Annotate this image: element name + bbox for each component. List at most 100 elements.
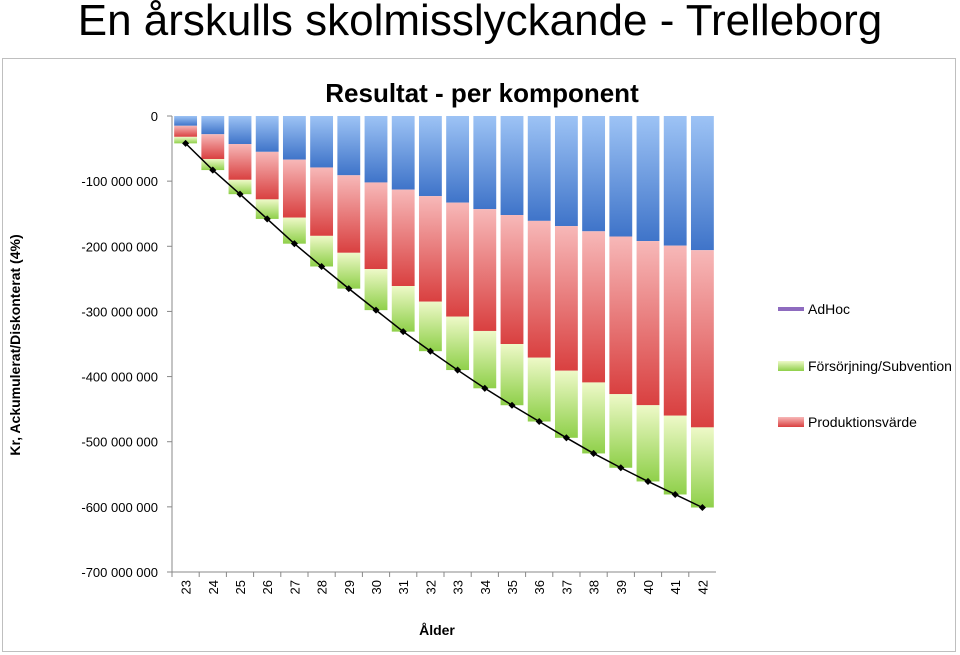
- y-tick-labels: 0 -100 000 000 -200 000 000 -300 000 000 -40…: [81, 109, 158, 580]
- bar-segment-forsorjning: [228, 179, 252, 195]
- total-line-marker: [590, 449, 598, 457]
- y-tick-label: -700 000 000: [81, 565, 158, 580]
- total-line-marker: [182, 139, 190, 147]
- y-axis-title: Kr, Ackumulerat/Diskonterat (4%): [7, 234, 23, 455]
- legend-label: Produktionsvärde: [808, 414, 917, 430]
- bar-segment-produktionsvarde: [446, 202, 470, 317]
- bar-segment-produktionsvarde: [310, 167, 334, 236]
- bar-segment-produktionsvarde: [228, 144, 252, 180]
- total-line-marker: [508, 401, 516, 409]
- bar-segment-unlabeled: [636, 116, 660, 242]
- bar-segment-unlabeled: [554, 116, 578, 227]
- bar-segment-unlabeled: [282, 116, 306, 160]
- bar-segment-produktionsvarde: [690, 250, 714, 428]
- bar-segment-forsorjning: [310, 235, 334, 267]
- x-tick-label: 38: [587, 580, 602, 594]
- total-line-marker: [562, 434, 570, 442]
- x-tick-label: 35: [505, 580, 520, 594]
- bar-segment-forsorjning: [582, 382, 606, 454]
- bar-segment-produktionsvarde: [418, 196, 442, 302]
- x-tick-label: 39: [614, 580, 629, 594]
- bar-segment-produktionsvarde: [473, 209, 497, 331]
- bar-segment-forsorjning: [609, 394, 633, 468]
- total-line-marker: [236, 190, 244, 198]
- x-tick-label: 33: [451, 580, 466, 594]
- y-tick-label: -300 000 000: [81, 304, 158, 319]
- bar-segment-unlabeled: [364, 116, 388, 183]
- total-line-marker: [481, 384, 489, 392]
- total-line-marker: [671, 490, 679, 499]
- y-tick-label: -500 000 000: [81, 435, 158, 450]
- x-axis-title: Ålder: [419, 622, 455, 638]
- x-tick-label: 34: [478, 580, 493, 594]
- total-line-marker: [426, 347, 434, 355]
- bars: [174, 116, 714, 508]
- bar-segment-produktionsvarde: [663, 245, 687, 416]
- x-tick-label: 26: [260, 580, 275, 594]
- legend-swatch: [778, 307, 804, 311]
- bar-segment-forsorjning: [663, 415, 687, 495]
- legend-swatch: [778, 361, 804, 371]
- total-line-marker: [399, 328, 407, 336]
- bar-segment-forsorjning: [282, 217, 306, 244]
- bar-segment-unlabeled: [174, 116, 198, 126]
- bar-segment-unlabeled: [527, 116, 551, 221]
- bar-segment-unlabeled: [391, 116, 415, 190]
- bar-segment-forsorjning: [337, 252, 361, 289]
- bar-segment-produktionsvarde: [636, 241, 660, 406]
- total-line-marker: [345, 285, 353, 293]
- total-line: [182, 139, 706, 512]
- bar-segment-unlabeled: [418, 116, 442, 197]
- legend-swatch: [778, 417, 804, 427]
- bar-segment-forsorjning: [527, 357, 551, 422]
- bar-segment-unlabeled: [255, 116, 279, 152]
- legend-label: Försörjning/Subvention: [808, 358, 952, 374]
- x-tick-label: 42: [695, 580, 710, 594]
- x-tick-label: 40: [641, 580, 656, 594]
- bar-segment-forsorjning: [201, 158, 225, 171]
- x-tick-label: 27: [287, 580, 302, 594]
- x-tick-label: 25: [233, 580, 248, 594]
- bar-segment-produktionsvarde: [201, 134, 225, 159]
- bar-segment-produktionsvarde: [255, 151, 279, 200]
- x-tick-label: 31: [396, 580, 411, 594]
- bar-segment-unlabeled: [228, 116, 252, 145]
- total-line-marker: [698, 503, 706, 512]
- x-tick-label: 41: [668, 580, 683, 594]
- bar-segment-unlabeled: [310, 116, 334, 168]
- x-tick-label: 36: [532, 580, 547, 594]
- x-tick-label: 23: [179, 580, 194, 594]
- y-tick-label: -600 000 000: [81, 500, 158, 515]
- y-tick-label: -200 000 000: [81, 239, 158, 254]
- bar-segment-produktionsvarde: [174, 125, 198, 137]
- legend-label: AdHoc: [808, 301, 850, 317]
- bar-segment-forsorjning: [473, 330, 497, 389]
- bar-segment-unlabeled: [500, 116, 524, 216]
- bar-segment-unlabeled: [473, 116, 497, 210]
- axes: [167, 115, 716, 577]
- x-tick-label: 29: [342, 580, 357, 594]
- total-line-marker: [209, 166, 217, 174]
- bar-segment-produktionsvarde: [609, 236, 633, 395]
- bar-segment-forsorjning: [554, 370, 578, 438]
- total-line-marker: [454, 366, 462, 374]
- y-tick-label: 0: [151, 109, 158, 124]
- total-line-marker: [644, 477, 652, 485]
- bar-segment-produktionsvarde: [527, 220, 551, 358]
- x-tick-label: 32: [423, 580, 438, 594]
- bar-segment-forsorjning: [636, 405, 660, 482]
- bar-segment-forsorjning: [391, 286, 415, 332]
- slide-title: En årskulls skolmisslyckande - Trellebor…: [77, 0, 883, 45]
- x-tick-labels: 23 24 25 26 27 28 29 30 31 32 33 34 35 36 37 38 39 40 41 42: [179, 580, 711, 594]
- total-line-marker: [535, 417, 543, 426]
- y-tick-label: -100 000 000: [81, 174, 158, 189]
- bar-segment-unlabeled: [337, 116, 361, 176]
- bar-segment-unlabeled: [446, 116, 470, 203]
- x-tick-label: 30: [369, 580, 384, 594]
- bar-segment-unlabeled: [201, 116, 225, 135]
- bar-segment-forsorjning: [364, 269, 388, 311]
- bar-segment-produktionsvarde: [337, 175, 361, 253]
- bar-segment-unlabeled: [690, 116, 714, 251]
- total-line-marker: [617, 464, 625, 472]
- x-tick-label: 28: [315, 580, 330, 594]
